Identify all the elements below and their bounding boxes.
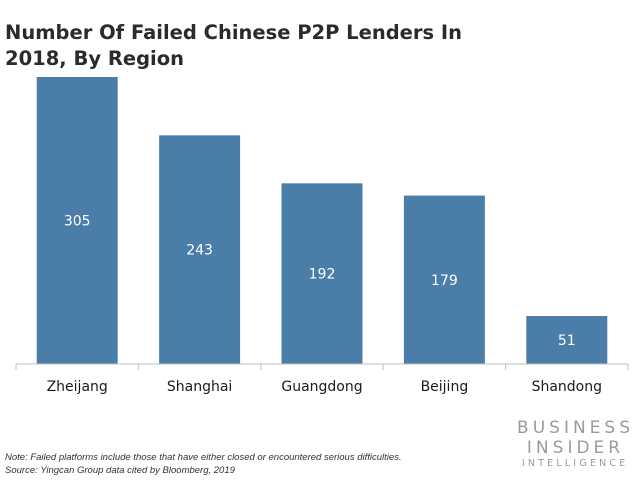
bar-value-label: 51 [558, 333, 576, 349]
category-label: Zheijang [47, 379, 108, 395]
bar-value-label: 192 [309, 267, 336, 283]
x-axis-ticks [15, 364, 629, 370]
bar-shandong [526, 316, 608, 364]
bar-guangdong [281, 183, 363, 364]
bar-zheijang [36, 77, 118, 364]
category-label: Beijing [421, 379, 469, 395]
bar-chart: 305 Zheijang 243 Shanghai 192 Guangdong 179 Bei… [15, 77, 629, 396]
category-label: Shandong [532, 379, 602, 395]
bar-value-label: 243 [186, 243, 213, 259]
chart-source: Source: Yingcan Group data cited by Bloo… [5, 465, 235, 476]
bars-layer [36, 77, 608, 364]
bar-beijing [403, 195, 485, 364]
category-label: Shanghai [167, 379, 232, 395]
logo-line-intelligence: INTELLIGENCE [521, 458, 629, 469]
chart-title: Number Of Failed Chinese P2P Lenders In … [5, 21, 463, 70]
category-label: Guangdong [281, 379, 362, 395]
chart-note: Note: Failed platforms include those tha… [5, 452, 402, 463]
business-insider-intelligence-logo: BUSINESS INSIDER INTELLIGENCE [517, 418, 630, 470]
logo-line-insider: INSIDER [526, 438, 625, 458]
bar-value-label: 179 [431, 273, 458, 289]
bar-shanghai [159, 135, 241, 364]
labels-layer: 305 Zheijang 243 Shanghai 192 Guangdong 179 Bei… [47, 214, 602, 396]
bar-value-label: 305 [64, 214, 91, 230]
logo-line-business: BUSINESS [517, 418, 634, 438]
